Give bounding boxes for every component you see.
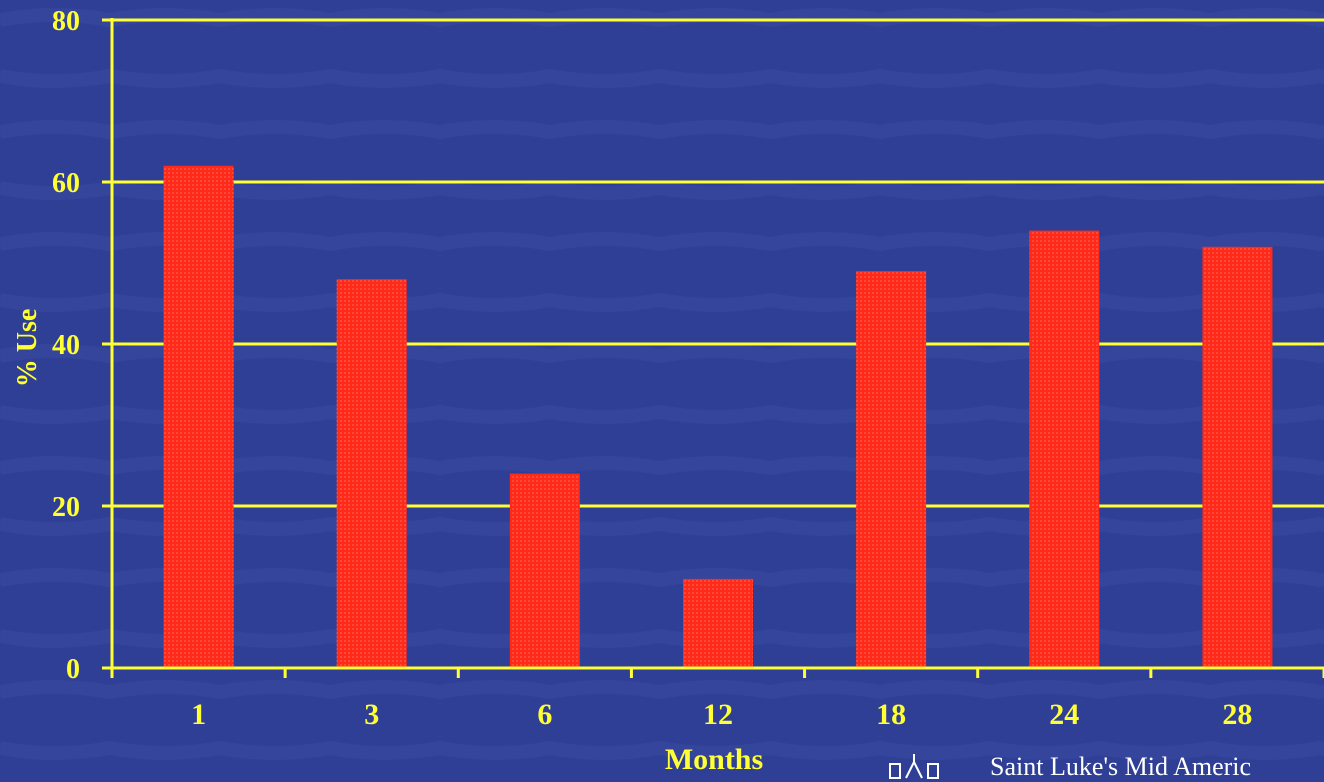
wave-band: [0, 68, 1324, 88]
x-tick-label: 6: [537, 698, 552, 731]
x-tick-labels: 1 3 6 12 18 24 28: [191, 698, 1252, 731]
y-axis-label: % Use: [12, 309, 43, 388]
wave-band: [0, 740, 1324, 760]
y-tick-label: 80: [52, 6, 80, 37]
gridlines: [112, 18, 1324, 508]
bar: [683, 578, 753, 668]
axes: [102, 18, 1324, 678]
x-tick-label: 1: [191, 698, 206, 731]
bar: [1202, 246, 1273, 669]
x-tick-label: 28: [1222, 698, 1252, 731]
wave-band: [0, 120, 1324, 140]
x-tick-label: 24: [1049, 698, 1079, 731]
x-tick-label: 18: [876, 698, 906, 731]
bar: [336, 279, 407, 668]
bar: [509, 473, 580, 668]
y-tick-label: 0: [66, 654, 80, 685]
logo-icon: [889, 754, 939, 779]
bars: [163, 165, 1273, 669]
bar: [1029, 230, 1100, 668]
wave-band: [0, 8, 1324, 28]
wave-band: [0, 680, 1324, 700]
logo-text: Saint Luke's Mid Americ: [990, 752, 1252, 781]
y-tick-label: 20: [52, 492, 80, 523]
y-tick-label: 40: [52, 330, 80, 361]
bar: [856, 271, 927, 668]
y-tick-labels: 0 20 40 60 80: [52, 6, 80, 685]
bar: [163, 165, 234, 669]
x-tick-label: 12: [703, 698, 733, 731]
y-tick-label: 60: [52, 168, 80, 199]
x-axis-label: Months: [665, 743, 763, 776]
x-tick-label: 3: [364, 698, 379, 731]
